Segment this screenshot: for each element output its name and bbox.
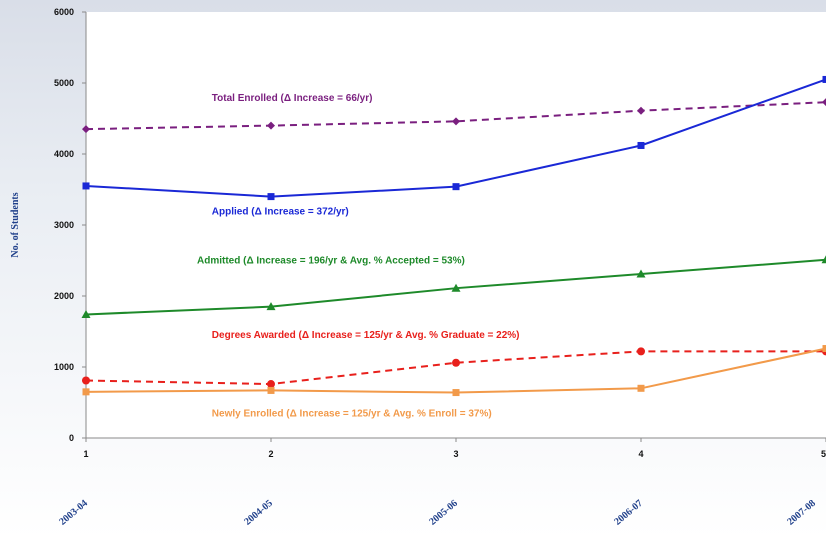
y-tick-label: 6000 [54, 7, 74, 17]
data-point [821, 255, 826, 264]
x-tick-label: 4 [638, 449, 643, 459]
series-label: Applied (Δ Increase = 372/yr) [212, 206, 349, 217]
data-point [451, 283, 461, 292]
x-tick-label: 1 [83, 449, 88, 459]
x-ticks: 1 2 3 4 5 [83, 438, 826, 459]
data-point [267, 386, 275, 394]
category-label: 2004-05 [242, 498, 275, 528]
series-label: Degrees Awarded (Δ Increase = 125/yr & A… [212, 330, 520, 341]
data-point [636, 269, 646, 278]
series-label: Total Enrolled (Δ Increase = 66/yr) [212, 93, 373, 104]
data-point [81, 309, 91, 318]
data-point [822, 98, 826, 107]
data-point [452, 117, 460, 126]
category-labels: 2003-04 2004-05 2005-06 2006-07 2007-08 [57, 498, 818, 528]
y-tick-label: 4000 [54, 149, 74, 159]
y-tick-label: 2000 [54, 291, 74, 301]
data-point [82, 182, 90, 190]
category-label: 2007-08 [785, 498, 818, 528]
x-tick-label: 5 [821, 449, 826, 459]
data-point [267, 380, 275, 389]
series-label: Newly Enrolled (Δ Increase = 125/yr & Av… [212, 409, 492, 420]
x-tick-label: 3 [453, 449, 458, 459]
data-point [637, 384, 645, 392]
data-point [452, 358, 460, 367]
data-point [267, 121, 275, 130]
data-point [822, 345, 826, 353]
series-group [81, 75, 826, 397]
y-tick-label: 0 [69, 433, 74, 443]
category-label: 2003-04 [57, 498, 90, 528]
series-labels: Total Enrolled (Δ Increase = 66/yr) Appli… [197, 93, 520, 420]
data-point [637, 141, 645, 149]
y-tick-label: 3000 [54, 220, 74, 230]
data-point [82, 125, 90, 134]
data-point [82, 388, 90, 396]
data-point [266, 302, 276, 311]
data-point [267, 193, 275, 201]
y-tick-label: 1000 [54, 362, 74, 372]
data-point [452, 183, 460, 191]
data-point [637, 347, 645, 356]
data-point [452, 389, 460, 397]
x-tick-label: 2 [268, 449, 273, 459]
category-label: 2006-07 [612, 498, 645, 528]
data-point [822, 75, 826, 83]
y-ticks: 0 1000 2000 3000 4000 5000 6000 [54, 7, 86, 443]
data-point [637, 106, 645, 115]
series-label: Admitted (Δ Increase = 196/yr & Avg. % A… [197, 255, 465, 266]
series-line [85, 101, 826, 131]
plot-area [86, 12, 826, 438]
data-point [82, 376, 90, 385]
y-axis-title: No. of Students [10, 192, 21, 257]
y-tick-label: 5000 [54, 78, 74, 88]
series-line [85, 350, 826, 386]
category-label: 2005-06 [427, 498, 460, 528]
